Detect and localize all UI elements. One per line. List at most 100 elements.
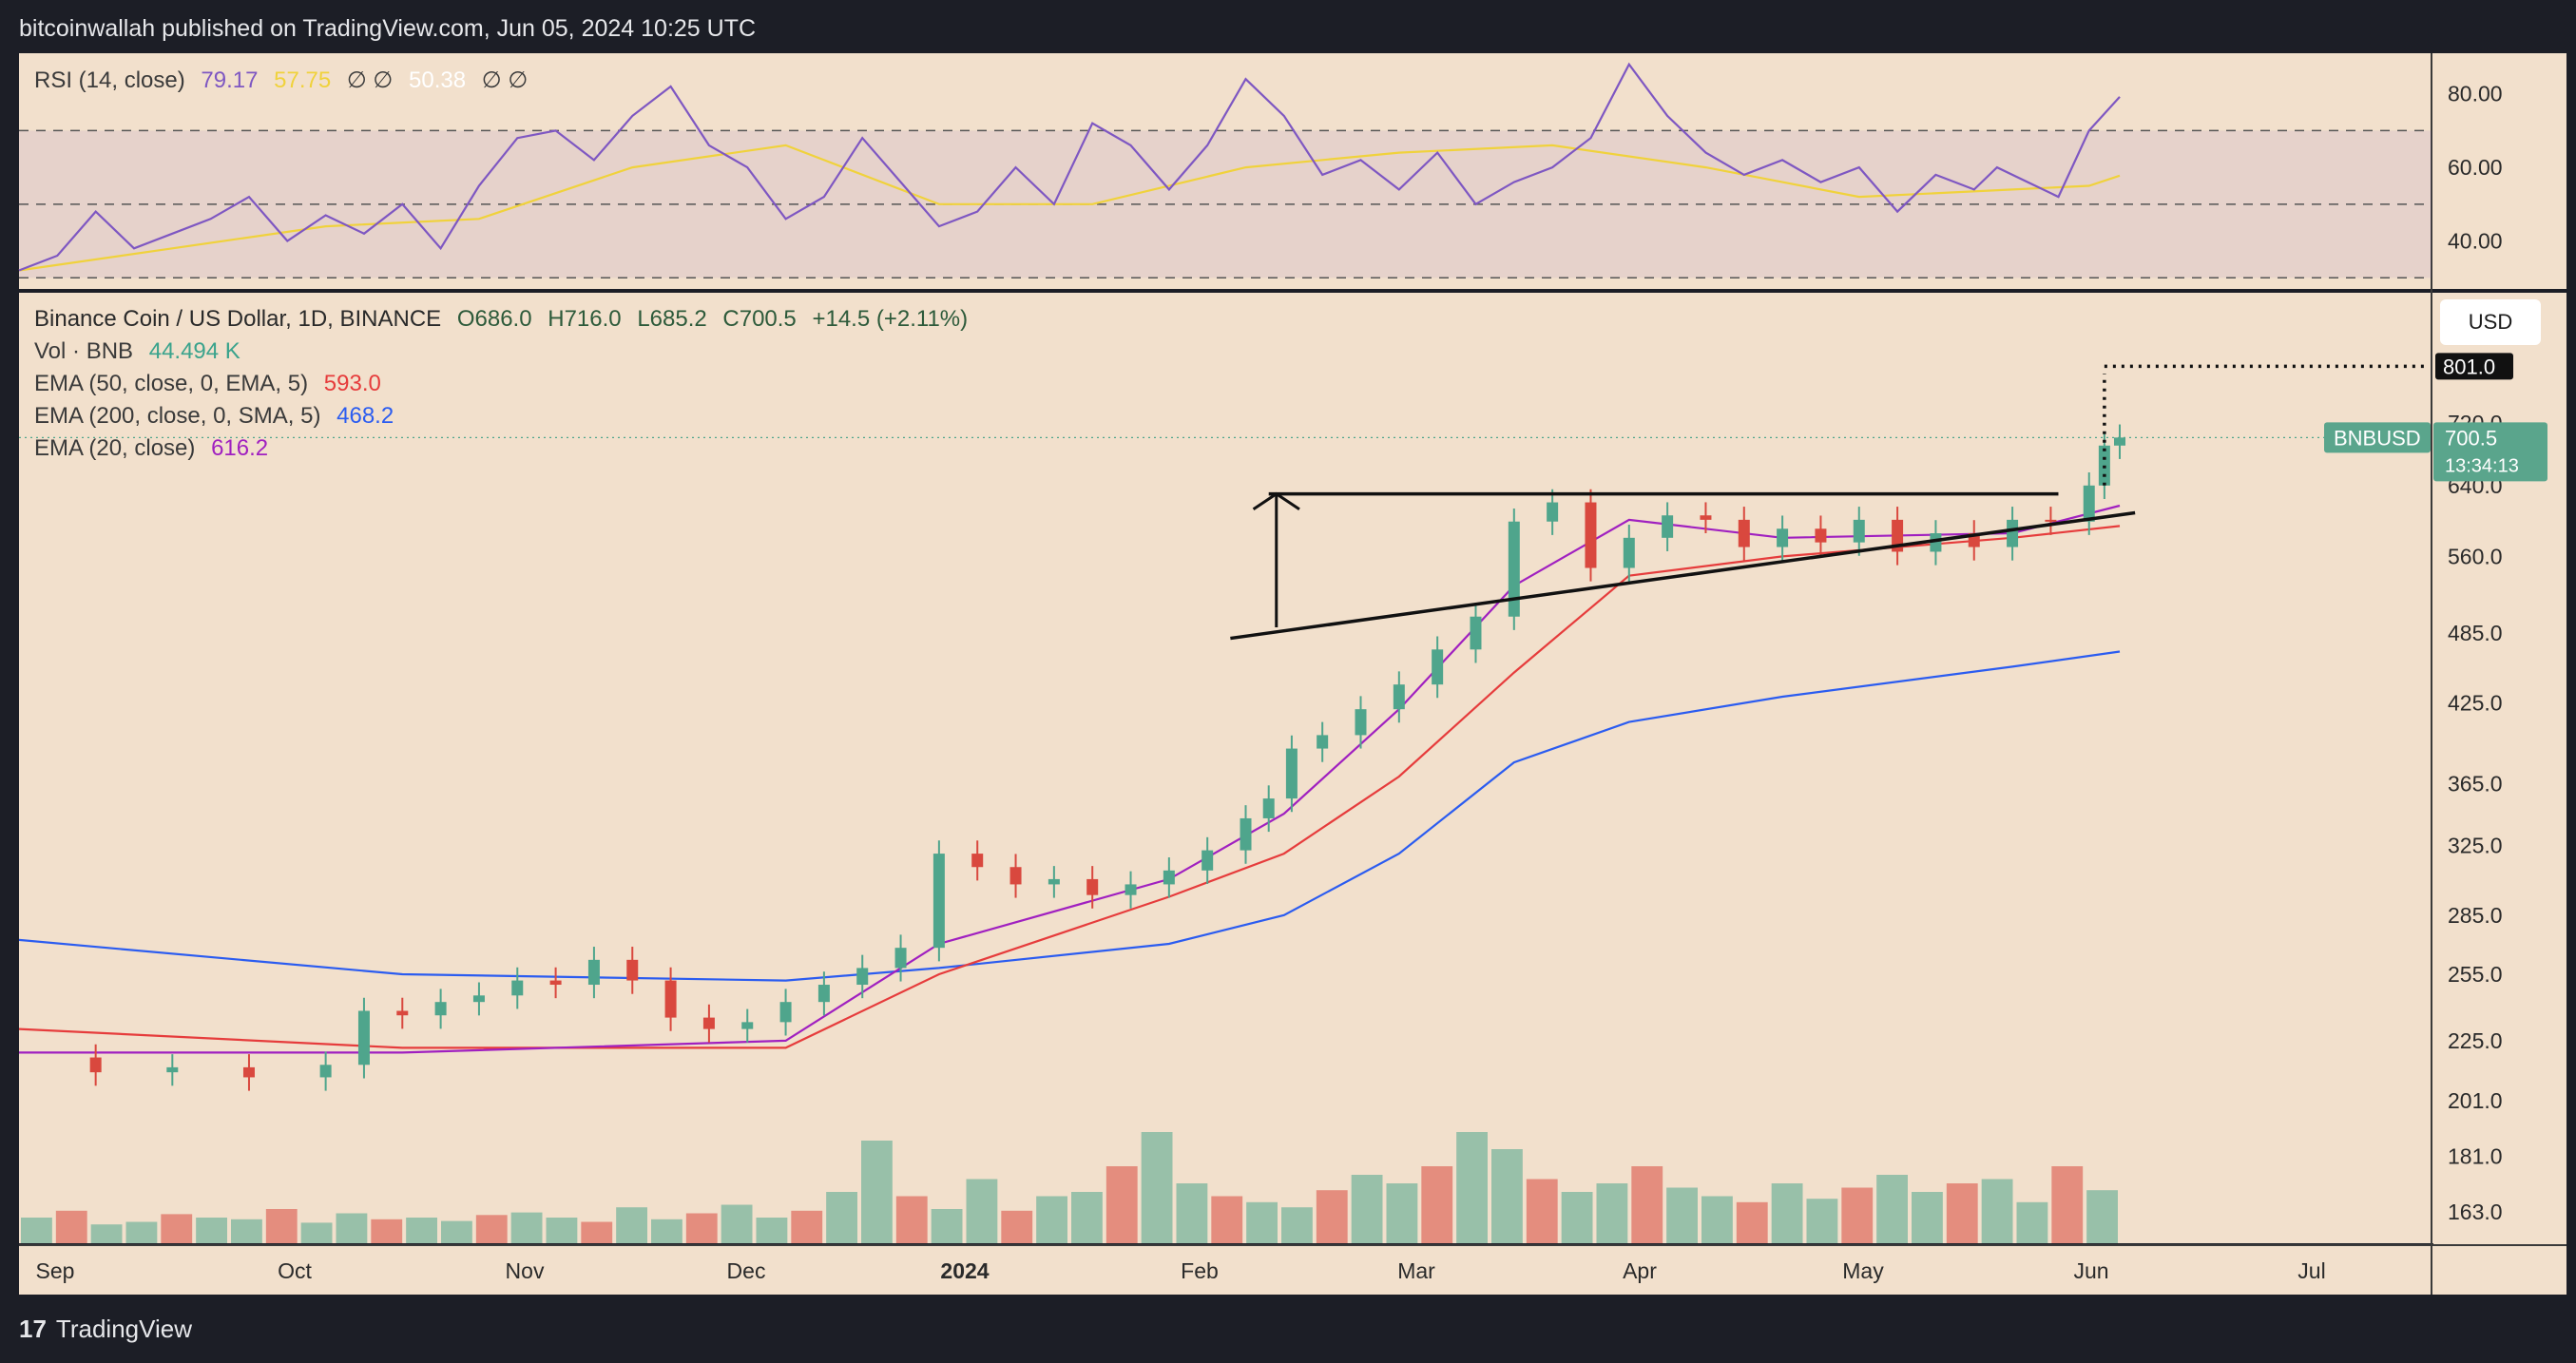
rsi-tick-label: 80.00: [2448, 82, 2503, 106]
candle-body: [817, 985, 830, 1003]
volume-bar: [1421, 1166, 1453, 1243]
time-tick-label: Jun: [2073, 1258, 2108, 1283]
volume-bar: [1176, 1183, 1208, 1243]
currency-button[interactable]: USD: [2440, 299, 2541, 345]
volume-bar: [441, 1220, 472, 1243]
right-axis-rsi-background: [2433, 53, 2566, 289]
ohlc-high: H716.0: [548, 306, 622, 332]
candle-body: [549, 980, 562, 986]
candle-body: [1163, 870, 1175, 885]
rsi-value3: 50.38: [409, 67, 467, 93]
rsi-line: [18, 62, 2121, 272]
volume-bar: [1316, 1190, 1348, 1243]
price-layer: [18, 364, 2429, 1243]
volume-bar: [756, 1218, 788, 1243]
volume-bar: [721, 1204, 753, 1243]
time-tick-label: Feb: [1181, 1258, 1219, 1283]
candle-body: [664, 980, 677, 1018]
ohlc-open: O686.0: [456, 306, 532, 332]
ema20-label: EMA (20, close): [34, 435, 196, 461]
candle-body: [1432, 649, 1444, 685]
ema50-label: EMA (50, close, 0, EMA, 5): [34, 371, 309, 396]
ema20-legend: EMA (20, close) 616.2: [34, 435, 278, 462]
symbol-tag-label: BNBUSD: [2334, 426, 2421, 450]
volume-bar: [1561, 1192, 1593, 1243]
candle-body: [779, 1002, 792, 1023]
volume-bar: [1491, 1149, 1523, 1243]
symbol-title: Binance Coin / US Dollar, 1D, BINANCE: [34, 306, 442, 332]
volume-bar: [616, 1207, 647, 1243]
volume-bar: [791, 1210, 823, 1243]
candle-body: [1201, 850, 1214, 871]
candle-body: [1470, 616, 1482, 650]
volume-bar: [581, 1221, 613, 1243]
target-price-tag: [2435, 353, 2513, 380]
ema50-value: 593.0: [323, 371, 381, 396]
volume-bar: [1981, 1179, 2013, 1243]
ema200-legend: EMA (200, close, 0, SMA, 5) 468.2: [34, 403, 403, 430]
volume-bar: [231, 1219, 262, 1243]
price-tag-countdown: 13:34:13: [2445, 455, 2519, 476]
candle-body: [894, 948, 907, 969]
candle-body: [242, 1066, 255, 1078]
ema200-line: [18, 650, 2121, 982]
volume-bar: [1105, 1166, 1138, 1243]
time-tick-label: Oct: [278, 1258, 312, 1283]
price-tick-label: 201.0: [2448, 1088, 2503, 1113]
price-tick-label: 425.0: [2448, 691, 2503, 716]
candle-body: [2007, 519, 2019, 547]
volume-bar: [1456, 1132, 1488, 1243]
rsi-ma-value: 57.75: [274, 67, 332, 93]
publisher-header: bitcoinwallah published on TradingView.c…: [19, 15, 757, 42]
volume-bar: [685, 1213, 718, 1243]
time-tick-label: May: [1842, 1258, 1884, 1283]
candle-body: [1125, 884, 1137, 895]
candle-body: [1815, 528, 1827, 543]
volume-bar: [21, 1218, 52, 1243]
ohlc-low: L685.2: [637, 306, 707, 332]
volume-bar: [1246, 1201, 1278, 1243]
candle-body: [1738, 519, 1750, 547]
volume-bar: [475, 1215, 508, 1243]
volume-bar: [651, 1219, 682, 1243]
volume-bar: [1001, 1210, 1033, 1243]
candle-body: [741, 1022, 754, 1029]
volume-bar: [161, 1214, 193, 1243]
candle-body: [1508, 521, 1520, 617]
volume-bar: [55, 1210, 87, 1243]
candle-body: [1262, 798, 1275, 818]
price-tick-label: 225.0: [2448, 1028, 2503, 1053]
rsi-symbols-1: ∅ ∅: [346, 67, 394, 93]
candle-body: [1317, 735, 1329, 749]
time-tick-label: Nov: [506, 1258, 545, 1283]
volume-bar: [196, 1218, 227, 1243]
candle-body: [1048, 878, 1060, 885]
volume-bar: [2086, 1190, 2118, 1243]
rsi-tick-label: 60.00: [2448, 155, 2503, 180]
price-tick-label: 560.0: [2448, 544, 2503, 568]
candle-body: [1285, 748, 1298, 799]
price-tag-value: 700.5: [2445, 426, 2497, 450]
symbol-legend: Binance Coin / US Dollar, 1D, BINANCE O6…: [34, 306, 977, 333]
rsi-value: 79.17: [201, 67, 259, 93]
candle-body: [434, 1002, 447, 1016]
volume-bar: [2016, 1201, 2048, 1243]
volume-bar: [90, 1224, 123, 1243]
footer: 17 TradingView: [19, 1315, 192, 1344]
volume-bar: [1386, 1183, 1418, 1243]
candle-body: [2045, 519, 2057, 522]
candle-body: [971, 854, 984, 868]
footer-brand: TradingView: [55, 1315, 192, 1343]
ema200-value: 468.2: [336, 403, 394, 429]
candle-body: [1662, 515, 1674, 538]
volume-bar: [1281, 1207, 1313, 1243]
candle-body: [1777, 528, 1789, 547]
rsi-ma-line: [18, 144, 2121, 272]
volume-bar: [300, 1222, 333, 1243]
volume-bar: [1946, 1183, 1978, 1243]
candle-body: [1585, 502, 1597, 568]
volume-bar: [931, 1209, 963, 1243]
candle-body: [357, 1010, 370, 1065]
volume-bar: [1771, 1183, 1803, 1243]
time-tick-label: Jul: [2297, 1258, 2325, 1283]
